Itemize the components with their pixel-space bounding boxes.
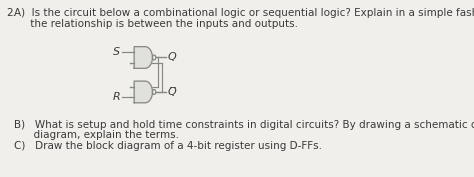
Text: S: S — [113, 47, 120, 57]
Text: Q̅: Q̅ — [168, 87, 176, 97]
Text: A)  Is the circuit below a combinational logic or sequential logic? Explain in a: A) Is the circuit below a combinational … — [14, 8, 474, 18]
Text: C)   Draw the block diagram of a 4-bit register using D-FFs.: C) Draw the block diagram of a 4-bit reg… — [14, 141, 322, 151]
Polygon shape — [134, 81, 153, 103]
Polygon shape — [134, 47, 153, 68]
Text: Q: Q — [168, 53, 176, 62]
Text: diagram, explain the terms.: diagram, explain the terms. — [14, 130, 179, 140]
Text: B)   What is setup and hold time constraints in digital circuits? By drawing a s: B) What is setup and hold time constrain… — [14, 119, 474, 130]
Text: the relationship is between the inputs and outputs.: the relationship is between the inputs a… — [14, 19, 298, 29]
Text: 2.: 2. — [7, 8, 17, 18]
Text: R: R — [112, 92, 120, 102]
